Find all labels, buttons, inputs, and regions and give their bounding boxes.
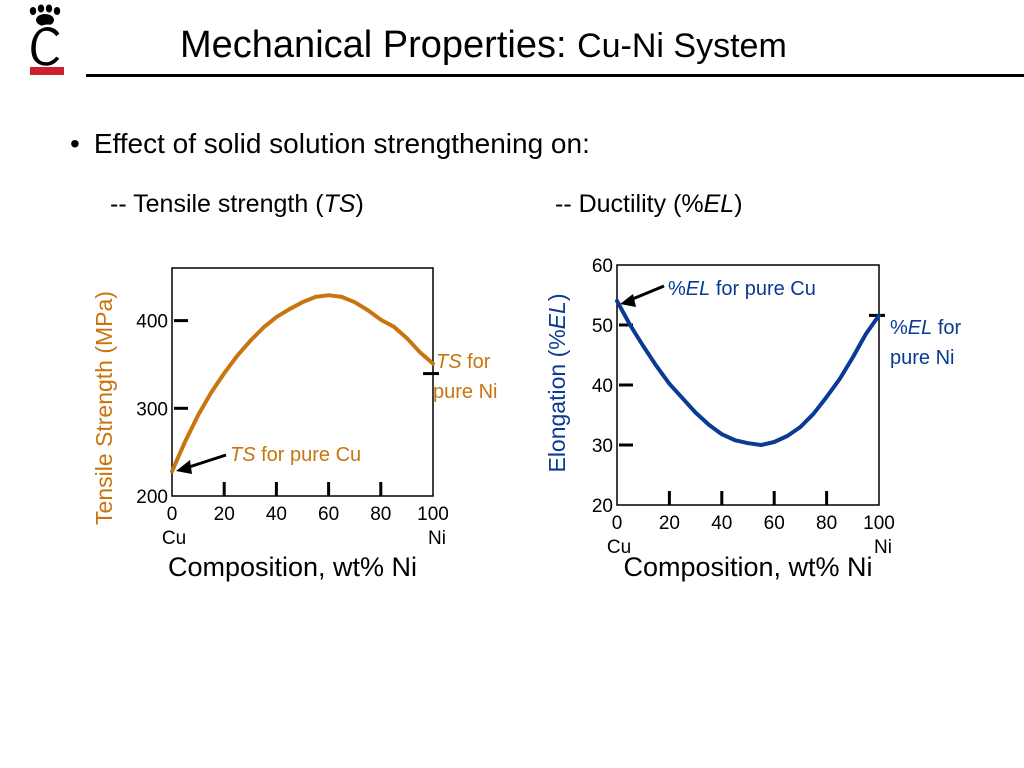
y-tick-label: 30 (592, 436, 613, 457)
y-tick-label: 300 (136, 399, 168, 420)
bullet-point: • Effect of solid solution strengthening … (70, 128, 590, 160)
subhead-tensile-strength: -- Tensile strength (TS) (110, 190, 364, 219)
x-tick-label: 100 (863, 513, 895, 534)
annotation-ts-pure-cu: TS for pure Cu (230, 444, 361, 466)
annotation-arrow-head (176, 460, 192, 474)
subhead-ductility: -- Ductility (%EL) (555, 190, 743, 219)
annotation-el-pure-cu: %EL for pure Cu (668, 278, 816, 300)
x-axis-label: Composition, wt% Ni (623, 552, 872, 582)
x-end-label-cu: Cu (162, 528, 186, 549)
bullet-dot: • (70, 128, 80, 159)
annotation-ts-pure-ni: TS for (436, 351, 491, 373)
annotation-arrow-head (620, 294, 636, 307)
x-end-label-ni: Ni (428, 528, 446, 549)
x-tick-label: 0 (612, 513, 623, 534)
y-tick-label: 40 (592, 376, 613, 397)
annotation-el-pure-ni-line2: pure Ni (890, 347, 954, 369)
x-tick-label: 60 (318, 504, 339, 525)
y-tick-label: 400 (136, 312, 168, 333)
title-divider (86, 74, 1024, 77)
x-tick-label: 40 (266, 504, 287, 525)
x-tick-label: 40 (711, 513, 732, 534)
x-end-label-ni: Ni (874, 537, 892, 558)
subhead-el-suffix: ) (734, 190, 743, 218)
y-axis-label: Elongation (%EL) (544, 293, 570, 472)
x-tick-label: 20 (214, 504, 235, 525)
x-tick-label: 60 (764, 513, 785, 534)
slide-title: Mechanical Properties: Cu-Ni System (180, 24, 787, 67)
y-axis-label: Tensile Strength (MPa) (91, 291, 117, 525)
annotation-arrow-line (629, 284, 665, 302)
subhead-ts-prefix: -- Tensile strength ( (110, 190, 324, 218)
x-end-label-cu: Cu (607, 537, 631, 558)
data-series-line (170, 293, 435, 474)
x-tick-label: 100 (417, 504, 449, 525)
y-tick-label: 60 (592, 256, 613, 277)
x-tick-label: 20 (659, 513, 680, 534)
bullet-text: Effect of solid solution strengthening o… (93, 128, 590, 159)
y-tick-label: 20 (592, 496, 613, 517)
y-tick-label: 200 (136, 487, 168, 508)
title-main: Mechanical Properties: (180, 24, 567, 66)
data-series-line (615, 299, 881, 447)
x-tick-label: 0 (167, 504, 178, 525)
plot-frame (171, 267, 434, 497)
subhead-ts-italic: TS (323, 190, 356, 218)
x-axis-label: Composition, wt% Ni (168, 552, 417, 582)
subhead-el-prefix: -- Ductility (% (555, 190, 704, 218)
plot-frame (616, 264, 880, 506)
subhead-ts-suffix: ) (355, 190, 364, 218)
y-tick-label: 50 (592, 316, 613, 337)
title-subtitle: Cu-Ni System (577, 27, 787, 65)
subhead-el-italic: EL (703, 190, 735, 218)
annotation-arrow-line (185, 453, 227, 470)
x-tick-label: 80 (816, 513, 837, 534)
x-tick-label: 80 (370, 504, 391, 525)
annotation-el-pure-ni: %EL for (890, 317, 962, 339)
university-logo-icon (28, 4, 64, 75)
annotation-ts-pure-ni-line2: pure Ni (433, 381, 497, 403)
